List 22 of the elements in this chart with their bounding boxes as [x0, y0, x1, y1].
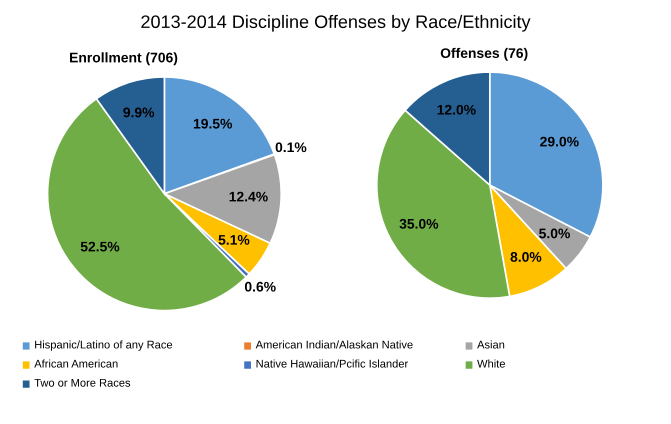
- data-label: 19.5%: [194, 118, 232, 129]
- legend-label: White: [477, 359, 505, 368]
- data-label: 9.9%: [123, 108, 154, 118]
- chart-subtitle: Offenses (76): [440, 48, 528, 61]
- chart-title: 2013-2014 Discipline Offenses by Race/Ethnicity: [141, 14, 531, 32]
- legend-label: American Indian/Alaskan Native: [256, 340, 413, 349]
- chart-subtitle: Enrollment (706): [70, 52, 178, 66]
- data-label: 5.1%: [218, 235, 250, 245]
- legend-label: Hispanic/Latino of any Race: [35, 340, 172, 351]
- data-label: 8.0%: [510, 252, 542, 262]
- legend-label: Asian: [477, 340, 504, 349]
- legend-label: Two or More Races: [34, 378, 130, 387]
- data-label: 0.6%: [244, 282, 276, 292]
- data-label: 29.0%: [540, 136, 579, 147]
- data-label: 0.1%: [276, 142, 306, 152]
- data-label: 52.5%: [80, 242, 120, 252]
- data-label: 35.0%: [399, 218, 438, 229]
- data-label: 12.4%: [230, 192, 268, 202]
- data-label: 5.0%: [539, 228, 570, 238]
- legend-label: Native Hawaiian/Pcific Islander: [256, 359, 408, 368]
- data-label: 12.0%: [438, 104, 476, 115]
- legend-label: African American: [34, 359, 118, 368]
